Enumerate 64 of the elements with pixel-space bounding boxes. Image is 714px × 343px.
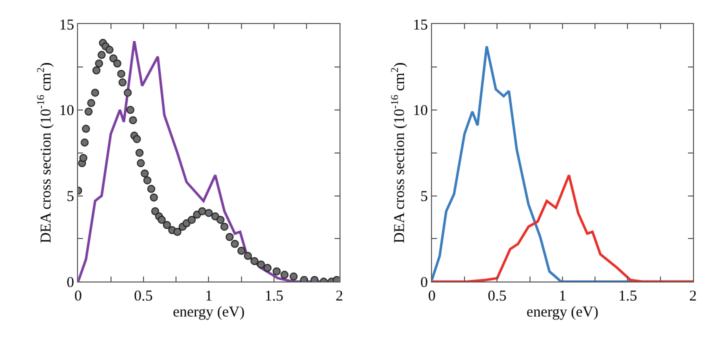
x-tick-label: 1.5 (618, 288, 638, 305)
x-tick-label: 2 (336, 288, 344, 305)
point (118, 78, 127, 86)
y-tick-label: 15 (59, 17, 74, 34)
x-axis-title: energy (eV) (172, 304, 245, 321)
point (80, 138, 89, 147)
point (237, 246, 246, 255)
point (87, 99, 96, 108)
point (113, 60, 122, 68)
point (332, 276, 340, 282)
y-tick-label: 15 (412, 17, 428, 34)
x-tick-label: 1 (558, 288, 566, 305)
point (79, 154, 88, 162)
point (310, 276, 319, 282)
point (158, 216, 166, 224)
point (188, 216, 196, 224)
point (256, 260, 265, 268)
point (290, 272, 298, 281)
point (230, 240, 239, 248)
point (198, 207, 206, 216)
point (173, 228, 182, 236)
point (117, 70, 126, 78)
point (126, 106, 134, 114)
x-tick-label: 2 (689, 288, 697, 305)
point (226, 233, 234, 242)
point (220, 222, 228, 231)
point (124, 88, 132, 97)
point (250, 257, 258, 266)
point (147, 184, 156, 193)
point (216, 216, 224, 224)
x-tick-label: 1.5 (264, 288, 284, 305)
y-tick-label: 10 (59, 103, 74, 120)
point (244, 252, 252, 260)
y-tick-label: 5 (66, 189, 74, 206)
y-tick-label: 10 (412, 103, 428, 120)
point (136, 148, 144, 157)
point (95, 60, 104, 68)
y-tick-label: 0 (66, 274, 74, 291)
y-tick-label: 0 (420, 274, 428, 291)
point (280, 270, 288, 279)
point (105, 46, 114, 54)
point (84, 108, 93, 116)
point (272, 267, 281, 276)
point (264, 264, 272, 272)
y-tick-label: 5 (420, 189, 428, 206)
point (300, 276, 308, 282)
point (204, 208, 213, 217)
point (150, 194, 158, 202)
line-series (432, 174, 694, 282)
point (92, 66, 100, 74)
point (109, 54, 118, 62)
point (128, 116, 137, 124)
point (98, 50, 106, 59)
point (82, 124, 90, 133)
x-axis-title: energy (eV) (526, 304, 598, 321)
point (162, 220, 171, 229)
x-tick-label: 1 (204, 288, 212, 305)
x-tick-label: 0.5 (134, 288, 153, 305)
point (136, 159, 145, 168)
point (91, 88, 100, 97)
point (143, 176, 152, 184)
point (132, 135, 141, 144)
x-tick-label: 0.5 (488, 288, 507, 305)
point (140, 169, 149, 178)
